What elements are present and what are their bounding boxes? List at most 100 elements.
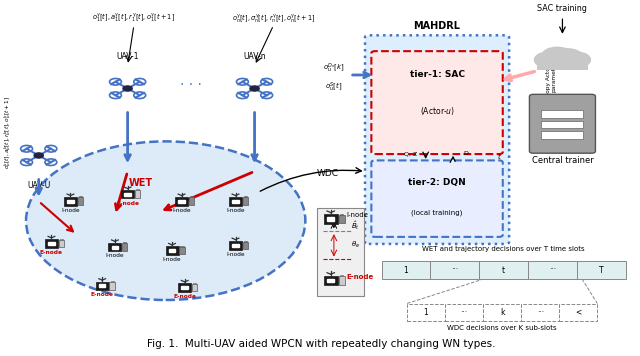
Text: UAV-n: UAV-n	[243, 52, 266, 61]
FancyBboxPatch shape	[193, 283, 196, 284]
Ellipse shape	[544, 48, 580, 69]
Text: T: T	[599, 266, 604, 274]
FancyBboxPatch shape	[229, 241, 242, 250]
Text: D: D	[463, 151, 468, 156]
Text: Copy Actor-u's
parameter: Copy Actor-u's parameter	[546, 54, 556, 97]
Circle shape	[250, 86, 259, 91]
FancyBboxPatch shape	[135, 190, 140, 198]
FancyBboxPatch shape	[243, 198, 248, 205]
Ellipse shape	[26, 141, 305, 300]
Text: MAHDRL: MAHDRL	[413, 21, 461, 31]
FancyBboxPatch shape	[317, 208, 364, 297]
FancyBboxPatch shape	[340, 275, 344, 276]
Circle shape	[123, 86, 132, 91]
FancyBboxPatch shape	[232, 200, 239, 203]
FancyBboxPatch shape	[180, 246, 184, 247]
FancyBboxPatch shape	[327, 279, 334, 282]
Text: ···: ···	[537, 308, 544, 317]
FancyBboxPatch shape	[175, 197, 188, 205]
Text: Central trainer: Central trainer	[532, 156, 593, 165]
Text: tier-1: SAC: tier-1: SAC	[410, 70, 465, 79]
Text: SAC training: SAC training	[538, 4, 588, 13]
FancyBboxPatch shape	[430, 261, 479, 279]
Text: $o_u^{D_n}[k]$: $o_u^{D_n}[k]$	[323, 62, 345, 75]
Text: t: t	[502, 266, 505, 274]
FancyBboxPatch shape	[483, 304, 521, 321]
FancyBboxPatch shape	[48, 242, 54, 245]
Ellipse shape	[556, 49, 582, 63]
Text: · · ·: · · ·	[180, 78, 202, 92]
Text: <: <	[575, 308, 581, 317]
FancyBboxPatch shape	[179, 283, 191, 292]
FancyBboxPatch shape	[59, 240, 64, 247]
Text: 1: 1	[404, 266, 408, 274]
Text: E-node: E-node	[347, 274, 374, 280]
Text: E-node: E-node	[173, 294, 196, 299]
FancyBboxPatch shape	[521, 304, 559, 321]
Text: k: k	[500, 308, 504, 317]
Text: ···: ···	[451, 266, 458, 274]
Text: tier-2: DQN: tier-2: DQN	[408, 178, 466, 187]
FancyBboxPatch shape	[339, 215, 344, 223]
Text: ···: ···	[549, 266, 556, 274]
Text: WET: WET	[128, 178, 152, 188]
FancyBboxPatch shape	[99, 284, 106, 287]
FancyBboxPatch shape	[64, 197, 77, 205]
FancyBboxPatch shape	[108, 243, 122, 251]
FancyBboxPatch shape	[537, 60, 588, 70]
FancyBboxPatch shape	[121, 190, 134, 199]
Text: (Actor-$u$): (Actor-$u$)	[419, 105, 454, 116]
FancyBboxPatch shape	[244, 241, 247, 242]
FancyBboxPatch shape	[577, 261, 626, 279]
FancyBboxPatch shape	[111, 246, 118, 248]
FancyBboxPatch shape	[77, 198, 83, 205]
FancyBboxPatch shape	[136, 189, 139, 190]
FancyBboxPatch shape	[339, 276, 344, 285]
Text: Q, Z: Q, Z	[404, 151, 417, 156]
FancyBboxPatch shape	[79, 197, 82, 198]
FancyBboxPatch shape	[60, 239, 63, 240]
FancyBboxPatch shape	[189, 198, 194, 205]
FancyBboxPatch shape	[371, 51, 503, 154]
FancyBboxPatch shape	[324, 276, 338, 285]
FancyBboxPatch shape	[182, 286, 188, 289]
FancyBboxPatch shape	[122, 243, 127, 251]
Text: $o_b^k[t], a_b^k[t], r_b^k[t], o_b^k[t+1]$: $o_b^k[t], a_b^k[t], r_b^k[t], o_b^k[t+1…	[2, 96, 13, 169]
Ellipse shape	[534, 52, 561, 67]
Text: E-node: E-node	[91, 292, 114, 297]
Text: I-node: I-node	[106, 253, 124, 258]
FancyBboxPatch shape	[381, 261, 430, 279]
FancyBboxPatch shape	[232, 244, 239, 247]
Ellipse shape	[564, 52, 591, 67]
Text: E-node: E-node	[40, 250, 63, 255]
FancyBboxPatch shape	[124, 242, 127, 243]
Text: I-node: I-node	[226, 208, 245, 213]
FancyBboxPatch shape	[190, 197, 193, 198]
FancyBboxPatch shape	[67, 200, 74, 203]
Text: t: t	[497, 154, 500, 160]
FancyBboxPatch shape	[229, 197, 242, 205]
Text: I-node: I-node	[172, 208, 191, 213]
Text: I-node: I-node	[61, 208, 80, 213]
FancyBboxPatch shape	[371, 161, 503, 237]
Text: I-node: I-node	[163, 257, 181, 262]
FancyBboxPatch shape	[109, 282, 115, 290]
FancyBboxPatch shape	[324, 214, 338, 224]
Text: (local training): (local training)	[412, 210, 463, 216]
FancyBboxPatch shape	[541, 131, 584, 139]
Text: I-node: I-node	[347, 213, 369, 218]
Text: $o_u^S[t]$: $o_u^S[t]$	[325, 81, 342, 94]
Text: UAV-U: UAV-U	[27, 181, 51, 190]
FancyBboxPatch shape	[192, 284, 197, 292]
FancyBboxPatch shape	[111, 281, 114, 282]
FancyBboxPatch shape	[541, 110, 584, 118]
Text: WDC decisions over K sub-slots: WDC decisions over K sub-slots	[447, 325, 557, 331]
FancyBboxPatch shape	[365, 35, 509, 244]
Text: Fig. 1.  Multi-UAV aided WPCN with repeatedly changing WN types.: Fig. 1. Multi-UAV aided WPCN with repeat…	[147, 339, 495, 349]
FancyBboxPatch shape	[243, 242, 248, 249]
FancyBboxPatch shape	[529, 94, 595, 153]
Text: I-node: I-node	[226, 252, 245, 257]
FancyBboxPatch shape	[169, 249, 175, 252]
Text: WDC: WDC	[317, 169, 339, 178]
Text: $\hat{B}_t$: $\hat{B}_t$	[351, 219, 360, 231]
